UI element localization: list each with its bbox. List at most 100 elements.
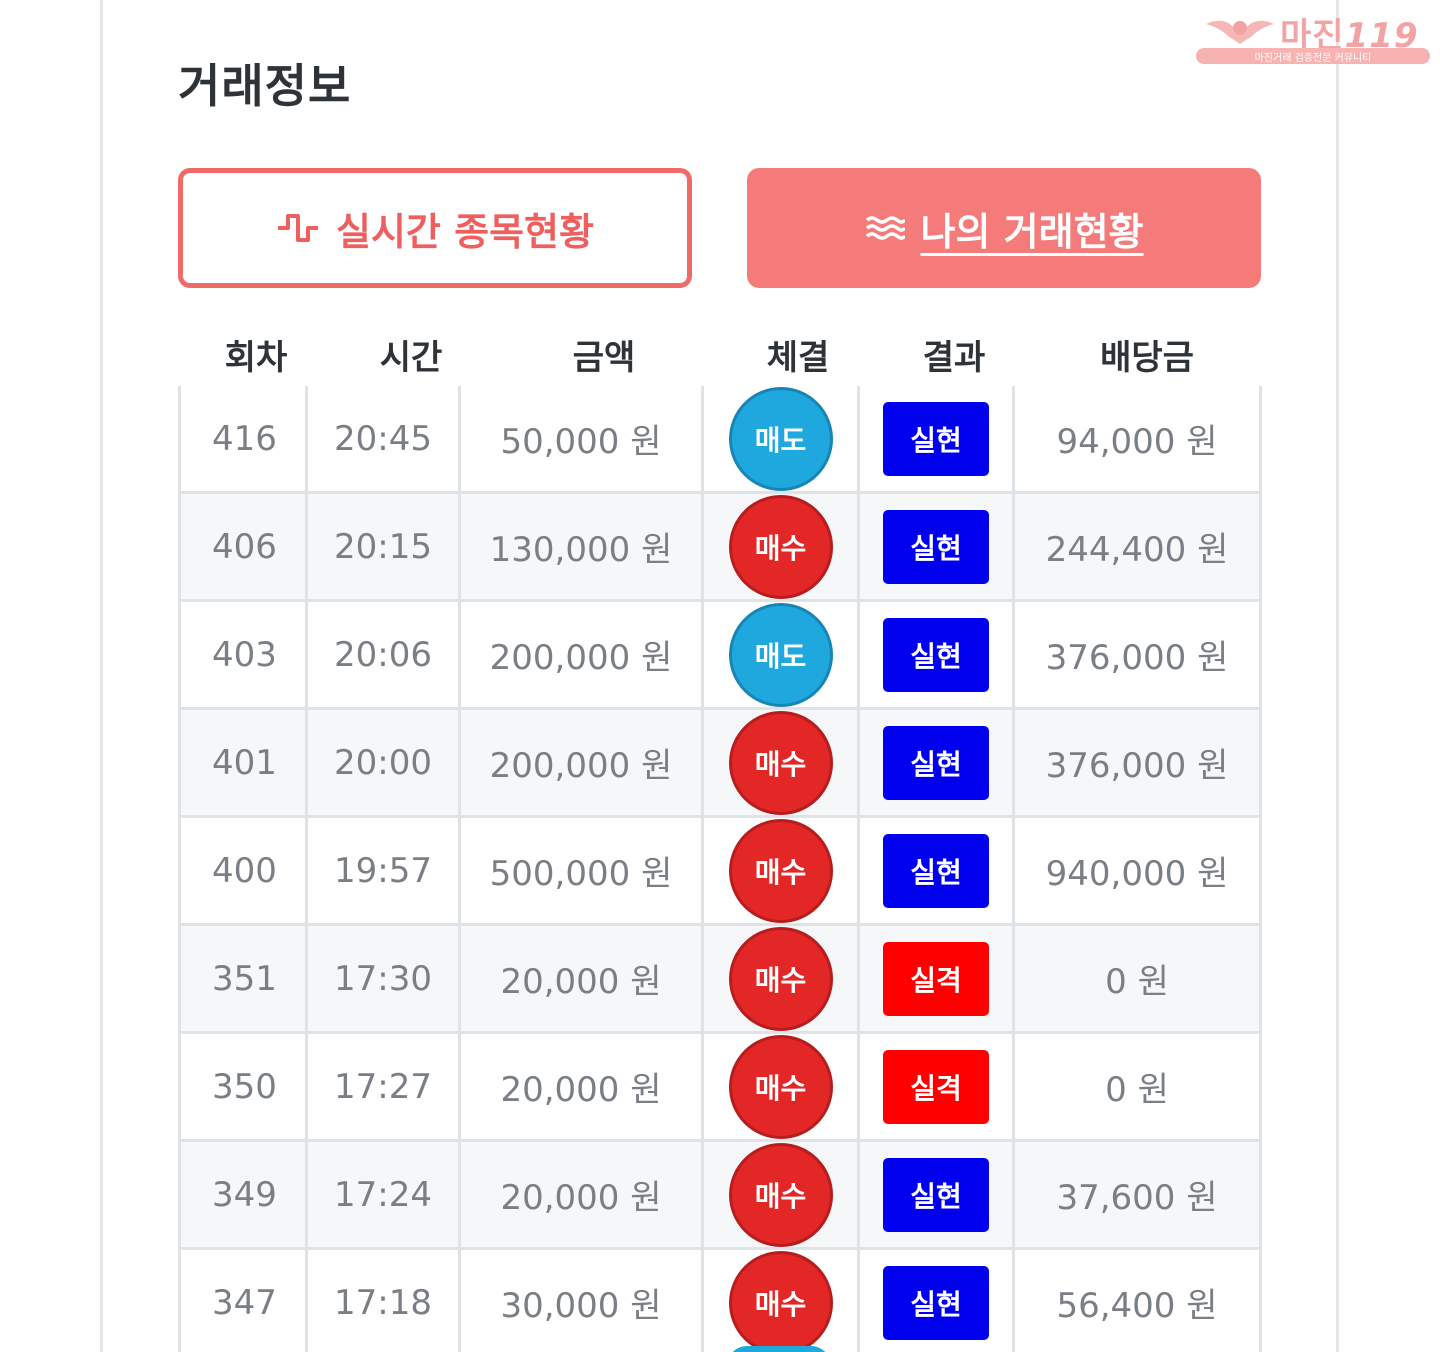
column-divider	[305, 818, 308, 923]
realized-result-badge: 실현	[883, 617, 989, 692]
column-divider	[857, 1250, 860, 1352]
cell-amount: 20,000 원	[461, 1142, 701, 1247]
cell-round-text: 351	[212, 958, 277, 999]
cell-amount: 20,000 원	[461, 1034, 701, 1139]
tab-my-trades-label: 나의 거래현황	[920, 209, 1144, 254]
column-divider	[1012, 1250, 1015, 1352]
trade-history-table: 416 20:45 50,000 원 매도 실현 94,000 원 406 20:15 130,…	[178, 386, 1262, 1352]
column-divider	[857, 710, 860, 815]
watermark-logo: 마진119 마진거래 검증전문 커뮤니티	[1196, 8, 1430, 64]
realized-result-badge: 실현	[883, 509, 989, 584]
cell-round-text: 406	[212, 526, 277, 567]
column-divider	[458, 1034, 461, 1139]
cell-time: 17:24	[308, 1142, 458, 1247]
tab-my-trades[interactable]: 나의 거래현황	[747, 168, 1261, 288]
cell-payout-text: 56,400 원	[1056, 1286, 1218, 1326]
cell-time: 17:30	[308, 926, 458, 1031]
cell-amount: 200,000 원	[461, 602, 701, 707]
right-divider	[1336, 0, 1339, 1352]
cell-time: 20:00	[308, 710, 458, 815]
cell-round: 349	[184, 1142, 305, 1247]
cell-round-text: 400	[212, 850, 277, 891]
cell-payout: 376,000 원	[1015, 710, 1259, 815]
cell-amount: 50,000 원	[461, 386, 701, 491]
column-divider	[1012, 494, 1015, 599]
cell-round-text: 350	[212, 1066, 277, 1107]
column-divider	[701, 818, 704, 923]
cell-round: 350	[184, 1034, 305, 1139]
column-header-time: 시간	[379, 338, 443, 378]
cell-payout-text: 940,000 원	[1045, 854, 1229, 894]
column-divider	[857, 602, 860, 707]
realized-result-badge: 실현	[883, 1265, 989, 1340]
column-header-order: 체결	[766, 338, 830, 378]
column-divider	[305, 1142, 308, 1247]
column-divider	[458, 818, 461, 923]
sell-order-badge: 매도	[728, 386, 833, 491]
cell-payout-text: 376,000 원	[1045, 638, 1229, 678]
cell-time-text: 20:00	[334, 742, 432, 783]
column-divider	[701, 494, 704, 599]
pulse-icon	[276, 210, 320, 246]
buy-order-badge: 매수	[728, 494, 833, 599]
cell-amount-text: 50,000 원	[500, 422, 662, 462]
column-divider	[701, 1250, 704, 1352]
cell-amount-text: 200,000 원	[489, 638, 673, 678]
column-divider	[1012, 602, 1015, 707]
cell-payout-text: 244,400 원	[1045, 530, 1229, 570]
column-divider	[857, 386, 860, 491]
cell-order: 매수	[704, 494, 857, 599]
cell-round: 416	[184, 386, 305, 491]
cell-amount: 200,000 원	[461, 710, 701, 815]
order-circle-partial	[727, 1346, 831, 1352]
cell-round: 351	[184, 926, 305, 1031]
realized-result-badge: 실현	[883, 401, 989, 476]
cell-round: 403	[184, 602, 305, 707]
cell-payout: 0 원	[1015, 1034, 1259, 1139]
cell-result: 실격	[860, 1034, 1012, 1139]
column-header-amount: 금액	[572, 338, 636, 378]
cell-payout-text: 376,000 원	[1045, 746, 1229, 786]
realized-result-badge: 실현	[883, 725, 989, 800]
column-header-round: 회차	[224, 338, 288, 378]
table-row: 406 20:15 130,000 원 매수 실현 244,400 원	[181, 494, 1259, 602]
cell-amount-text: 130,000 원	[489, 530, 673, 570]
buy-order-badge: 매수	[728, 1250, 833, 1352]
column-divider	[1012, 1142, 1015, 1247]
column-divider	[305, 494, 308, 599]
column-divider	[458, 1250, 461, 1352]
column-divider	[1012, 926, 1015, 1031]
buy-order-badge: 매수	[728, 926, 833, 1031]
column-divider	[701, 926, 704, 1031]
table-row: 350 17:27 20,000 원 매수 실격 0 원	[181, 1034, 1259, 1142]
cell-time-text: 17:24	[334, 1174, 432, 1215]
cell-amount: 20,000 원	[461, 926, 701, 1031]
cell-round-text: 416	[212, 418, 277, 459]
column-divider	[305, 1250, 308, 1352]
buy-order-badge: 매수	[728, 710, 833, 815]
buy-order-badge: 매수	[728, 1142, 833, 1247]
left-divider	[100, 0, 103, 1352]
tab-realtime-status[interactable]: 실시간 종목현황	[178, 168, 692, 288]
column-divider	[857, 1034, 860, 1139]
column-divider	[458, 1142, 461, 1247]
cell-round: 401	[184, 710, 305, 815]
cell-time: 17:18	[308, 1250, 458, 1352]
cell-payout: 37,600 원	[1015, 1142, 1259, 1247]
cell-amount: 30,000 원	[461, 1250, 701, 1352]
buy-order-badge: 매수	[728, 818, 833, 923]
cell-time: 20:06	[308, 602, 458, 707]
table-row: 401 20:00 200,000 원 매수 실현 376,000 원	[181, 710, 1259, 818]
cell-result: 실현	[860, 818, 1012, 923]
cell-order: 매수	[704, 1034, 857, 1139]
column-divider	[458, 602, 461, 707]
cell-payout: 376,000 원	[1015, 602, 1259, 707]
cell-amount: 500,000 원	[461, 818, 701, 923]
disqualified-result-badge: 실격	[883, 941, 989, 1016]
cell-payout: 940,000 원	[1015, 818, 1259, 923]
watermark-tagline: 마진거래 검증전문 커뮤니티	[1254, 53, 1372, 64]
column-divider	[1012, 818, 1015, 923]
cell-amount-text: 200,000 원	[489, 746, 673, 786]
cell-payout: 56,400 원	[1015, 1250, 1259, 1352]
cell-round-text: 403	[212, 634, 277, 675]
